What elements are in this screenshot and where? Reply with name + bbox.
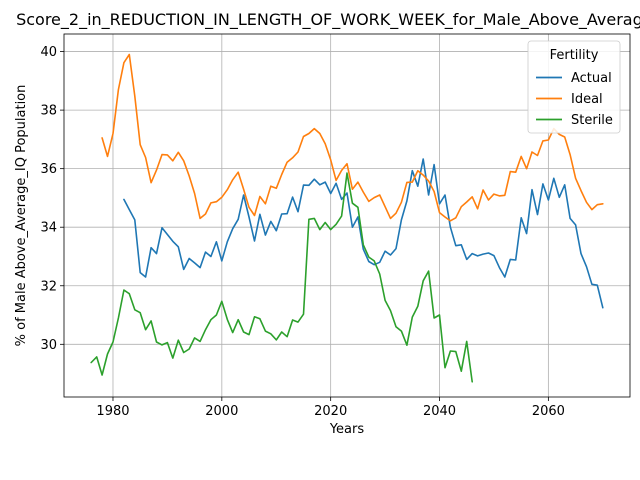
y-tick-label: 30 bbox=[40, 338, 57, 353]
y-axis-label: % of Male Above_Average_IQ Population bbox=[14, 85, 29, 347]
x-tick-label: 2060 bbox=[532, 404, 565, 419]
y-tick-label: 32 bbox=[40, 279, 57, 294]
x-tick-label: 2020 bbox=[314, 404, 347, 419]
x-axis-ticks: 1980 2000 2020 2040 2060 bbox=[96, 397, 565, 419]
axes-frame bbox=[63, 33, 631, 398]
x-tick-label: 2000 bbox=[205, 404, 238, 419]
y-tick-label: 40 bbox=[40, 45, 57, 60]
y-tick-label: 34 bbox=[40, 221, 57, 236]
legend-title: Fertility bbox=[550, 48, 599, 63]
legend-entry-ideal: Ideal bbox=[571, 92, 603, 107]
x-axis-label: Years bbox=[329, 422, 365, 437]
series-line-actual bbox=[123, 158, 604, 309]
series-lines bbox=[90, 53, 604, 383]
x-tick-label: 1980 bbox=[96, 404, 129, 419]
legend: Fertility Actual Ideal Sterile bbox=[527, 40, 621, 134]
chart-title: Score_2_in_REDUCTION_IN_LENGTH_OF_WORK_W… bbox=[16, 10, 640, 30]
y-axis-ticks: 30 32 34 36 38 40 bbox=[40, 45, 64, 353]
series-line-sterile bbox=[90, 172, 474, 383]
legend-entry-sterile: Sterile bbox=[571, 113, 613, 128]
legend-entry-actual: Actual bbox=[571, 71, 612, 86]
y-tick-label: 38 bbox=[40, 104, 57, 119]
y-tick-label: 36 bbox=[40, 162, 57, 177]
legend-box bbox=[527, 40, 621, 134]
x-tick-label: 2040 bbox=[423, 404, 456, 419]
series-line-ideal bbox=[101, 53, 604, 222]
